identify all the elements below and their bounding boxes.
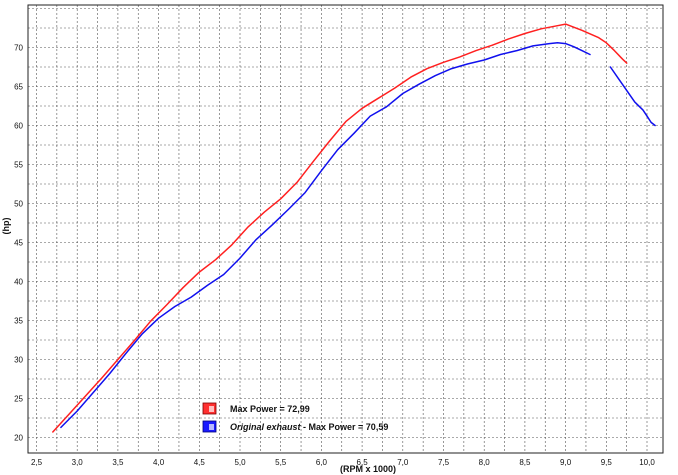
x-tick-label: 4,5 [194,458,206,467]
y-tick-label: 35 [14,317,23,326]
series-line-original-exhaust [60,42,591,429]
x-tick-label: 9,0 [560,458,572,467]
legend-label-blue-suffix: - Max Power = 70,59 [301,422,389,432]
x-tick-label: 6,0 [316,458,328,467]
legend-label-blue: Original exhaust - Max Power = 70,59 [230,422,388,432]
y-axis-ticks: 20 25 30 35 40 45 50 55 60 65 70 [14,44,23,443]
x-tick-label: 3,5 [112,458,124,467]
y-tick-label: 30 [14,356,23,365]
legend-label-blue-prefix: Original exhaust [230,422,302,432]
y-tick-label: 70 [14,44,23,53]
series-line-original-exhaust-tail [609,66,656,127]
x-axis-label: (RPM x 1000) [340,464,396,474]
x-tick-label: 8,5 [519,458,531,467]
x-axis-ticks: 2,5 3,0 3,5 4,0 4,5 5,0 5,5 6,0 6,5 7,0 7,5 8,0 8,5 9… [31,458,655,467]
x-tick-label: 2,5 [31,458,43,467]
y-tick-label: 50 [14,200,23,209]
grid [28,5,663,453]
x-tick-label: 3,0 [72,458,84,467]
series-layer [52,23,656,433]
x-tick-label: 4,0 [153,458,165,467]
y-tick-label: 40 [14,278,23,287]
x-tick-label: 7,0 [397,458,409,467]
x-tick-label: 9,5 [601,458,613,467]
y-tick-label: 55 [14,161,23,170]
plot-frame [27,4,664,454]
x-tick-label: 5,5 [275,458,287,467]
x-tick-label: 6,5 [357,458,369,467]
x-tick-label: 5,0 [234,458,246,467]
legend: Max Power = 72,99 Original exhaust - Max… [202,402,388,433]
y-tick-label: 20 [14,434,23,443]
x-tick-label: 8,0 [479,458,491,467]
y-axis-label: (hp) [1,218,11,235]
x-tick-label: 7,5 [438,458,450,467]
series-line-max-power [52,23,628,433]
legend-swatch-red [202,402,217,415]
legend-label-red: Max Power = 72,99 [230,404,310,414]
x-tick-label: 10,0 [639,458,655,467]
y-tick-label: 25 [14,395,23,404]
y-tick-label: 60 [14,122,23,131]
y-tick-label: 45 [14,239,23,248]
y-tick-label: 65 [14,83,23,92]
legend-swatch-blue [202,420,217,433]
